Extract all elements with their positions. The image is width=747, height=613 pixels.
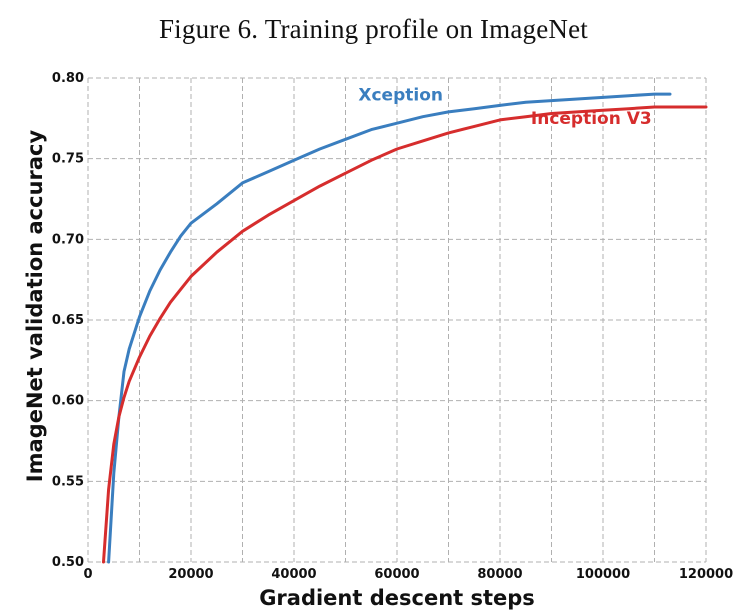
x-tick-label: 80000 (477, 567, 522, 582)
y-tick-label: 0.50 (52, 555, 84, 570)
tick-labels: 0.50 0.55 0.60 0.65 0.70 0.75 0.80 0 20000 40000 6… (52, 71, 733, 582)
x-tick-label: 60000 (374, 567, 419, 582)
y-tick-label: 0.75 (52, 152, 84, 167)
y-axis-label: ImageNet validation accuracy (23, 130, 47, 483)
series-annotations: Xception Inception V3 (358, 86, 651, 129)
axis-labels: Gradient descent steps ImageNet validatio… (23, 130, 535, 610)
y-tick-label: 0.60 (52, 394, 84, 409)
x-tick-label: 20000 (168, 567, 213, 582)
x-axis-label: Gradient descent steps (259, 586, 535, 610)
series-line-xception (107, 92, 672, 564)
x-tick-label: 120000 (679, 567, 733, 582)
series-line-inception-v3 (102, 105, 708, 564)
x-tick-label: 0 (83, 567, 92, 582)
y-tick-label: 0.70 (52, 232, 84, 247)
series-annotation: Inception V3 (531, 109, 652, 129)
x-tick-label: 40000 (271, 567, 316, 582)
series-annotation: Xception (358, 86, 443, 106)
x-tick-label: 100000 (576, 567, 630, 582)
y-tick-label: 0.65 (52, 313, 84, 328)
figure-title: Figure 6. Training profile on ImageNet (158, 14, 589, 44)
y-tick-label: 0.55 (52, 474, 84, 489)
series-layer (102, 92, 708, 564)
y-tick-label: 0.80 (52, 71, 84, 86)
